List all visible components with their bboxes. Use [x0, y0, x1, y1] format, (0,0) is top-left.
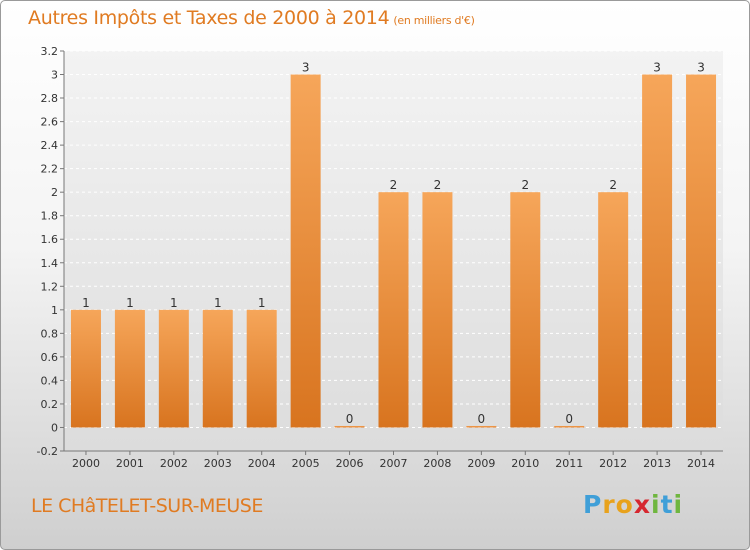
x-tick-label-2008: 2008: [423, 457, 451, 470]
bar-2006: [334, 425, 365, 428]
y-tick-label: 0.2: [41, 398, 59, 411]
data-label-2000: 1: [82, 296, 90, 310]
x-tick-label-2010: 2010: [511, 457, 539, 470]
y-tick-label: 3: [51, 69, 58, 82]
y-tick-label: 0.8: [41, 327, 59, 340]
logo-letter: r: [602, 490, 616, 519]
bar-2004: [246, 309, 277, 428]
bar-2000: [70, 309, 101, 428]
y-tick-label: 2: [51, 186, 58, 199]
bar-2007: [378, 192, 409, 428]
x-tick-label-2006: 2006: [336, 457, 364, 470]
y-tick-label: 2.6: [41, 116, 59, 129]
bar-2012: [598, 192, 629, 428]
bar-2005: [290, 74, 321, 428]
data-label-2002: 1: [170, 296, 178, 310]
y-tick-label: 0: [51, 421, 58, 434]
data-label-2012: 2: [609, 178, 617, 192]
y-tick-label: 1.4: [41, 257, 59, 270]
bar-2010: [510, 192, 541, 428]
x-tick-label-2004: 2004: [248, 457, 276, 470]
data-label-2013: 3: [653, 61, 661, 75]
logo-letter: o: [615, 490, 634, 519]
y-tick-label: 3.2: [41, 45, 59, 58]
logo-letter: i: [651, 490, 661, 519]
data-label-2007: 2: [390, 178, 398, 192]
data-label-2008: 2: [434, 178, 442, 192]
y-tick-label: 1.2: [41, 280, 59, 293]
y-tick-label: 1: [51, 304, 58, 317]
x-tick-label-2002: 2002: [160, 457, 188, 470]
y-tick-label: 1.6: [41, 233, 59, 246]
x-tick-label-2003: 2003: [204, 457, 232, 470]
x-tick-label-2007: 2007: [380, 457, 408, 470]
x-tick-label-2011: 2011: [555, 457, 583, 470]
y-tick-label: 0.6: [41, 351, 59, 364]
x-tick-label-2012: 2012: [599, 457, 627, 470]
logo-letter: i: [673, 490, 684, 519]
y-tick-label: 2.2: [41, 163, 59, 176]
data-label-2006: 0: [346, 412, 354, 426]
y-tick-label: 0.4: [41, 374, 59, 387]
y-tick-label: -0.2: [37, 445, 58, 458]
x-tick-label-2001: 2001: [116, 457, 144, 470]
bar-2011: [554, 425, 585, 428]
data-label-2004: 1: [258, 296, 266, 310]
proxiti-logo[interactable]: Proxiti: [583, 490, 683, 519]
x-tick-label-2014: 2014: [687, 457, 715, 470]
logo-letter: P: [583, 490, 603, 519]
data-label-2009: 0: [478, 412, 486, 426]
bar-2001: [114, 309, 145, 428]
chart-title-text: Autres Impôts et Taxes de 2000 à 2014: [28, 7, 390, 29]
bar-2014: [686, 74, 717, 428]
y-tick-label: 1.8: [41, 210, 59, 223]
town-name: LE CHâTELET-SUR-MEUSE: [31, 495, 263, 517]
x-tick-label-2009: 2009: [467, 457, 495, 470]
chart-title: Autres Impôts et Taxes de 2000 à 2014 (en…: [28, 7, 475, 29]
y-tick-label: 2.4: [41, 139, 59, 152]
data-label-2010: 2: [521, 178, 529, 192]
data-label-2014: 3: [697, 61, 705, 75]
logo-letter: t: [660, 490, 674, 519]
y-tick-label: 2.8: [41, 92, 59, 105]
x-tick-label-2013: 2013: [643, 457, 671, 470]
x-tick-label-2000: 2000: [72, 457, 100, 470]
data-label-2011: 0: [565, 412, 573, 426]
bar-2008: [422, 192, 453, 428]
bar-2009: [466, 425, 497, 428]
x-tick-label-2005: 2005: [292, 457, 320, 470]
bar-2002: [158, 309, 189, 428]
data-label-2003: 1: [214, 296, 222, 310]
data-label-2001: 1: [126, 296, 134, 310]
data-label-2005: 3: [302, 61, 310, 75]
logo-letter: x: [633, 490, 651, 519]
chart-subtitle: (en milliers d'€): [393, 14, 475, 27]
bar-2013: [642, 74, 673, 428]
bar-2003: [202, 309, 233, 428]
